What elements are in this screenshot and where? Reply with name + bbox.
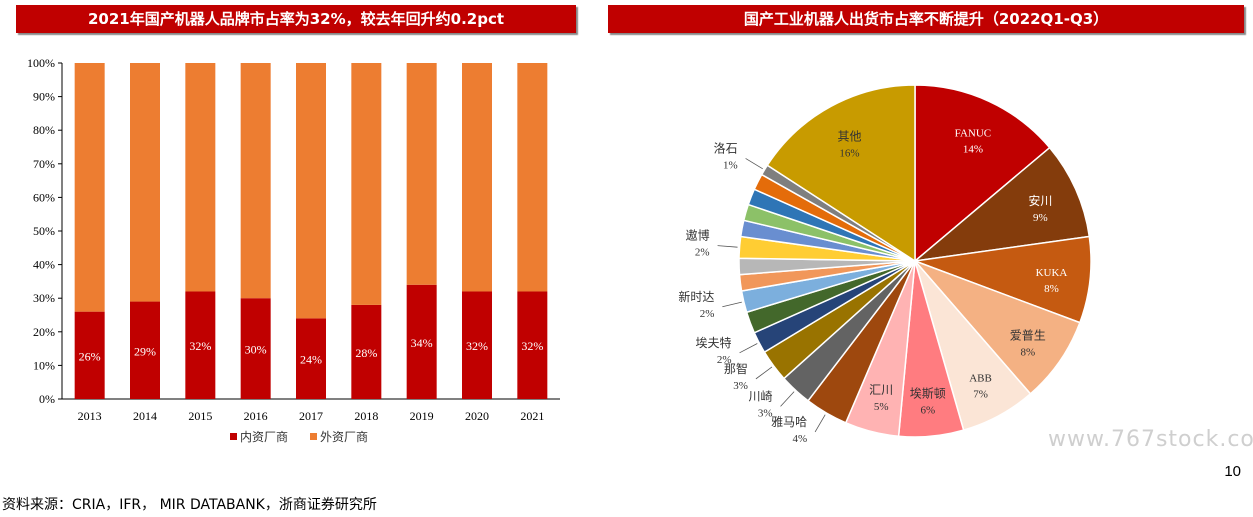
pie-label-value: 16%: [839, 147, 859, 159]
pie-slice: [912, 146, 1091, 263]
pie-label-value: 9%: [1033, 212, 1048, 224]
bar-domestic: [406, 284, 437, 399]
bar-foreign: [296, 63, 326, 319]
bar-foreign: [351, 63, 382, 305]
pie-label-value: 8%: [1044, 283, 1059, 295]
pie-label-name: 遨博: [686, 228, 710, 243]
leader-line: [739, 343, 758, 354]
bar-data-label: 32%: [189, 339, 211, 353]
leader-line: [780, 391, 795, 407]
pie-label-value: 4%: [792, 433, 807, 445]
x-tick-label: 2018: [354, 409, 378, 423]
watermark: www.767stock.com: [1048, 427, 1253, 452]
bar-domestic: [296, 318, 326, 399]
bar-data-label: 32%: [466, 339, 488, 353]
leader-line: [814, 414, 826, 433]
y-tick-label: 30%: [33, 291, 55, 305]
x-tick-label: 2017: [299, 409, 323, 423]
bar-foreign: [240, 63, 271, 299]
y-tick-label: 20%: [33, 325, 55, 339]
bar-data-label: 32%: [521, 339, 543, 353]
bar-domestic: [130, 301, 160, 399]
bar-foreign: [185, 63, 216, 292]
bar-domestic: [351, 304, 382, 399]
bar-domestic: [74, 311, 105, 399]
x-tick-label: 2021: [520, 409, 544, 423]
y-tick-label: 50%: [33, 224, 55, 238]
pie-label-name: 雅马哈: [771, 414, 807, 429]
bar-domestic: [240, 298, 271, 399]
y-tick-label: 10%: [33, 358, 55, 372]
pie-slice: [914, 84, 1051, 263]
bar-data-label: 30%: [245, 343, 267, 357]
pie-label-value: 6%: [920, 405, 935, 417]
right-chart-title: 国产工业机器人出货市占率不断提升（2022Q1-Q3）: [608, 5, 1244, 33]
stacked-bar-chart: 0% 10% 20% 30% 40% 50% 60% 70% 80% 90% 100% 26% 2013…: [27, 56, 560, 444]
y-tick-label: 60%: [33, 190, 55, 204]
pie-label-name: 新时达: [678, 289, 714, 304]
pie-chart: FANUC 14% 安川 9% KUKA 8% 爱普生 8% ABB 7% 埃斯顿 6% 汇川 5% 雅马哈…: [678, 84, 1092, 445]
legend-swatch: [310, 433, 317, 440]
pie-label-value: 1%: [723, 159, 738, 171]
page-number: 10: [1224, 463, 1241, 480]
pie-label-value: 14%: [963, 144, 983, 156]
pie-label-name: 其他: [837, 129, 861, 143]
pie-label-value: 2%: [717, 354, 732, 366]
left-chart-title: 2021年国产机器人品牌市占率为32%，较去年回升约0.2pct: [16, 5, 576, 33]
leader-line: [717, 245, 738, 248]
pie-label-value: 7%: [973, 389, 988, 401]
bar-foreign: [462, 63, 492, 292]
pie-label-name: 洛石: [714, 140, 738, 155]
bar-domestic: [462, 291, 492, 399]
y-tick-label: 80%: [33, 123, 55, 137]
bar-data-label: 28%: [355, 346, 377, 360]
pie-label-name: KUKA: [1036, 267, 1068, 279]
leader-line: [755, 366, 773, 380]
bar-foreign: [517, 63, 548, 292]
x-tick-label: 2020: [465, 409, 489, 423]
pie-label-name: ABB: [969, 373, 992, 385]
bar-data-label: 34%: [411, 336, 433, 350]
x-tick-label: 2016: [244, 409, 268, 423]
leader-line: [745, 158, 763, 170]
pie-label-value: 2%: [695, 247, 710, 259]
y-tick-label: 90%: [33, 90, 55, 104]
legend-label: 外资厂商: [320, 429, 368, 444]
pie-slice: [766, 84, 916, 263]
pie-label-name: 安川: [1028, 193, 1052, 208]
x-tick-label: 2014: [133, 409, 157, 423]
bar-foreign: [406, 63, 437, 285]
y-tick-label: 70%: [33, 157, 55, 171]
pie-label-value: 3%: [733, 380, 748, 392]
pie-label-value: 5%: [874, 401, 889, 413]
bar-data-label: 26%: [79, 349, 101, 363]
bar-foreign: [74, 63, 105, 312]
bar-foreign: [130, 63, 160, 302]
bar-data-label: 24%: [300, 353, 322, 367]
pie-label-name: FANUC: [955, 128, 991, 140]
pie-label-name: 爱普生: [1010, 328, 1046, 342]
bar-domestic: [517, 291, 548, 399]
pie-label-name: 埃斯顿: [910, 387, 946, 401]
y-tick-label: 40%: [33, 258, 55, 272]
x-tick-label: 2019: [410, 409, 434, 423]
pie-label-value: 8%: [1020, 346, 1035, 358]
bar-data-label: 29%: [134, 344, 156, 358]
leader-line: [722, 301, 742, 308]
source-note: 资料来源：CRIA，IFR， MIR DATABANK，浙商证券研究所: [2, 497, 377, 513]
pie-label-value: 2%: [700, 308, 715, 320]
pie-label-name: 那智: [724, 361, 748, 376]
bar-domestic: [185, 291, 216, 399]
y-tick-label: 100%: [27, 56, 55, 70]
pie-label-name: 川崎: [749, 389, 773, 403]
x-tick-label: 2015: [188, 409, 212, 423]
pie-label-name: 汇川: [869, 383, 893, 397]
pie-label-value: 3%: [758, 407, 773, 419]
legend-swatch: [230, 433, 237, 440]
x-tick-label: 2013: [78, 409, 102, 423]
legend-label: 内资厂商: [240, 429, 288, 444]
y-tick-label: 0%: [39, 392, 55, 406]
pie-label-name: 埃夫特: [696, 335, 732, 350]
